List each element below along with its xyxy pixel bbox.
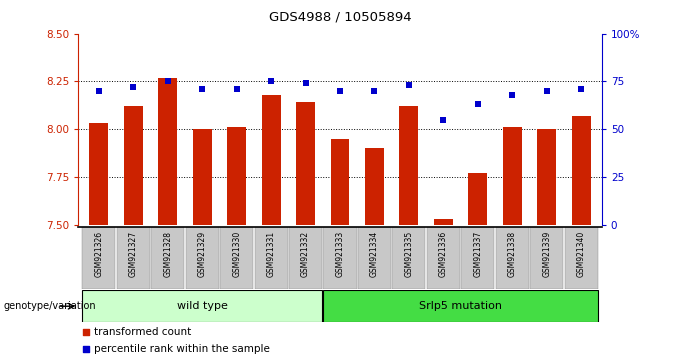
Point xyxy=(403,82,414,88)
Point xyxy=(266,79,277,84)
Point xyxy=(128,84,139,90)
Bar xyxy=(227,127,246,225)
Point xyxy=(406,287,417,292)
Bar xyxy=(392,227,426,289)
Bar xyxy=(564,227,598,289)
Bar xyxy=(330,139,350,225)
Text: GSM921337: GSM921337 xyxy=(473,231,482,277)
Bar xyxy=(82,227,116,289)
Text: GSM921330: GSM921330 xyxy=(232,231,241,277)
Point xyxy=(93,88,104,94)
Text: GSM921329: GSM921329 xyxy=(198,231,207,277)
Text: transformed count: transformed count xyxy=(94,327,191,337)
Bar xyxy=(89,124,108,225)
Point xyxy=(541,88,552,94)
Bar xyxy=(530,227,563,289)
Bar xyxy=(262,95,281,225)
Point xyxy=(300,80,311,86)
Bar xyxy=(572,116,591,225)
Bar xyxy=(399,106,418,225)
Point xyxy=(473,102,483,107)
Bar xyxy=(496,227,529,289)
Bar xyxy=(469,173,488,225)
Bar xyxy=(537,129,556,225)
Bar xyxy=(254,227,288,289)
Bar xyxy=(503,127,522,225)
Bar xyxy=(461,227,494,289)
Text: GSM921332: GSM921332 xyxy=(301,231,310,277)
Point xyxy=(231,86,242,92)
Text: GSM921338: GSM921338 xyxy=(508,231,517,277)
Point xyxy=(197,86,207,92)
Text: genotype/variation: genotype/variation xyxy=(3,301,96,311)
Point xyxy=(507,92,517,98)
Text: GSM921328: GSM921328 xyxy=(163,231,172,277)
Text: Srlp5 mutation: Srlp5 mutation xyxy=(419,301,502,311)
Bar xyxy=(158,78,177,225)
Point xyxy=(335,88,345,94)
Point xyxy=(576,86,587,92)
Bar xyxy=(117,227,150,289)
Text: GDS4988 / 10505894: GDS4988 / 10505894 xyxy=(269,11,411,24)
Text: GSM921326: GSM921326 xyxy=(95,231,103,277)
Bar xyxy=(289,227,322,289)
Bar xyxy=(192,129,211,225)
Bar xyxy=(220,227,253,289)
Bar xyxy=(186,227,219,289)
Text: GSM921335: GSM921335 xyxy=(405,231,413,277)
Text: GSM921336: GSM921336 xyxy=(439,231,448,277)
Text: GSM921333: GSM921333 xyxy=(335,231,345,277)
Bar xyxy=(324,290,598,322)
Bar xyxy=(124,106,143,225)
Point xyxy=(369,88,380,94)
Bar xyxy=(365,148,384,225)
Text: GSM921334: GSM921334 xyxy=(370,231,379,277)
Text: GSM921339: GSM921339 xyxy=(542,231,551,277)
Bar xyxy=(358,227,391,289)
Point xyxy=(163,79,173,84)
Text: GSM921340: GSM921340 xyxy=(577,231,585,277)
Text: GSM921331: GSM921331 xyxy=(267,231,275,277)
Point xyxy=(438,117,449,122)
Bar xyxy=(434,219,453,225)
Bar xyxy=(324,227,356,289)
Bar xyxy=(296,102,315,225)
Bar xyxy=(82,290,322,322)
Bar xyxy=(427,227,460,289)
Bar xyxy=(151,227,184,289)
Text: wild type: wild type xyxy=(177,301,228,311)
Text: GSM921327: GSM921327 xyxy=(129,231,138,277)
Text: percentile rank within the sample: percentile rank within the sample xyxy=(94,344,270,354)
Point xyxy=(406,139,417,145)
